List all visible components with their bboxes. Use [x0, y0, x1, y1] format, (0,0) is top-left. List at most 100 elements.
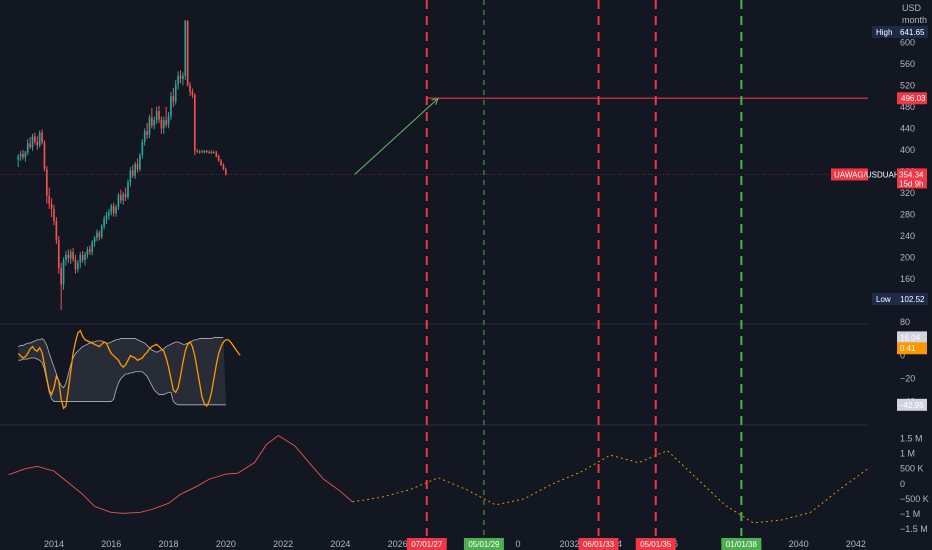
time-axis-tick: 2040: [789, 539, 809, 549]
candle-body: [43, 142, 46, 170]
time-axis-tick: 0: [515, 539, 520, 549]
candle-body: [26, 143, 29, 153]
candle-body: [193, 94, 196, 151]
candle-body: [220, 160, 222, 165]
price-axis-tick: 280: [900, 209, 915, 219]
projection-axis-tick: 1.5 M: [900, 434, 923, 444]
candle-body: [22, 154, 24, 158]
candle-body: [222, 164, 225, 170]
candle-body: [24, 152, 27, 158]
candle-body: [225, 169, 227, 175]
currency-label: USD: [902, 3, 922, 13]
candle-body: [151, 117, 153, 126]
candle-body: [148, 117, 151, 135]
candle-body: [53, 209, 55, 221]
projection-axis-tick: −1.5 M: [900, 524, 928, 534]
candle-body: [91, 242, 94, 253]
time-axis-tick: 2020: [216, 539, 236, 549]
marker-date-tag: [406, 538, 447, 550]
oscillator-axis-tick: 0: [900, 351, 905, 361]
candle-body: [110, 205, 113, 213]
candle-body: [98, 232, 101, 238]
candle-body: [182, 75, 184, 79]
candle-body: [129, 170, 132, 183]
osc-lower-tag-bg: [897, 398, 927, 411]
price-axis-tick: 160: [900, 274, 915, 284]
osc-lower-tag: −42.95: [899, 401, 924, 410]
oscillator-line: [17, 329, 241, 410]
low-tag-label: Low: [876, 295, 891, 304]
candle-body: [117, 195, 120, 207]
candle-body: [41, 132, 43, 143]
osc-upper-tag-bg: [897, 331, 927, 344]
time-axis-tick: 2018: [159, 539, 179, 549]
time-axis-tick: 2016: [101, 539, 121, 549]
high-tag-value: 641.65: [900, 28, 925, 37]
time-axis-tick: 2032: [560, 539, 580, 549]
projection-forecast-line: [352, 450, 869, 524]
candle-body: [174, 84, 177, 102]
osc-current-tag-bg: [897, 342, 927, 355]
candle-body: [215, 152, 218, 157]
projection-axis-tick: 500 K: [900, 464, 924, 474]
candle-body: [146, 131, 148, 135]
oscillator-band-fill: [18, 337, 226, 405]
candle-body: [179, 75, 182, 79]
candle-body: [205, 150, 208, 153]
axes-layer: 8012016020024028032036040044048052056060…: [44, 3, 929, 549]
candle-body: [69, 252, 72, 259]
price-axis-tick: 320: [900, 188, 915, 198]
candle-body: [74, 259, 77, 270]
oscillator-band-layer: [17, 329, 241, 410]
projection-axis-tick: −500 K: [900, 494, 929, 504]
price-tags-layer: 07/01/27 05/01/29 06/01/33 05/01/35 01/01/38…: [406, 26, 928, 550]
last-price-tag-bg: [897, 168, 927, 189]
marker-date-tag: [578, 538, 619, 550]
target-price-tag: 496.03: [901, 94, 926, 103]
candle-body: [127, 182, 129, 198]
candle-body: [88, 249, 91, 253]
candle-body: [167, 116, 170, 125]
candle-body: [96, 232, 98, 239]
low-tag-bg: [872, 293, 928, 305]
marker-date-tag: [463, 538, 504, 550]
markers-layer: [425, 0, 743, 536]
interval-label: month: [902, 15, 927, 25]
projection-arrow: [354, 97, 439, 175]
projection-axis-tick: −1 M: [900, 509, 920, 519]
candle-body: [124, 193, 127, 198]
candle-body: [81, 254, 84, 261]
candle-body: [210, 152, 213, 154]
candle-body: [100, 226, 103, 238]
candle-body: [65, 254, 67, 261]
candle-body: [143, 131, 146, 142]
candle-body: [184, 20, 187, 76]
marker-date-label: 05/01/35: [640, 540, 672, 549]
symbol-tag-label: UAWAG/USDUAH: [834, 170, 900, 179]
candles-layer: [17, 19, 227, 310]
time-axis-tick: 2022: [273, 539, 293, 549]
projection-axis-tick: 0: [900, 479, 905, 489]
candle-body: [186, 20, 189, 86]
candle-body: [115, 206, 117, 214]
marker-date-label: 06/01/33: [583, 540, 615, 549]
candle-body: [108, 212, 110, 216]
candle-body: [213, 152, 215, 154]
candle-body: [38, 132, 41, 146]
marker-date-tag: [635, 538, 676, 550]
time-axis-tick: 4: [617, 539, 622, 549]
candle-body: [189, 85, 191, 92]
candle-body: [134, 163, 136, 176]
candle-body: [170, 96, 172, 117]
high-tag-label: High: [876, 28, 892, 37]
low-tag-value: 102.52: [900, 295, 925, 304]
candle-body: [165, 120, 168, 125]
candle-body: [208, 152, 210, 154]
candle-body: [29, 143, 31, 148]
candle-body: [50, 203, 53, 210]
last-price-countdown: 15d 9h: [899, 179, 923, 188]
candle-body: [172, 96, 175, 102]
time-axis-tick: 2026: [388, 539, 408, 549]
